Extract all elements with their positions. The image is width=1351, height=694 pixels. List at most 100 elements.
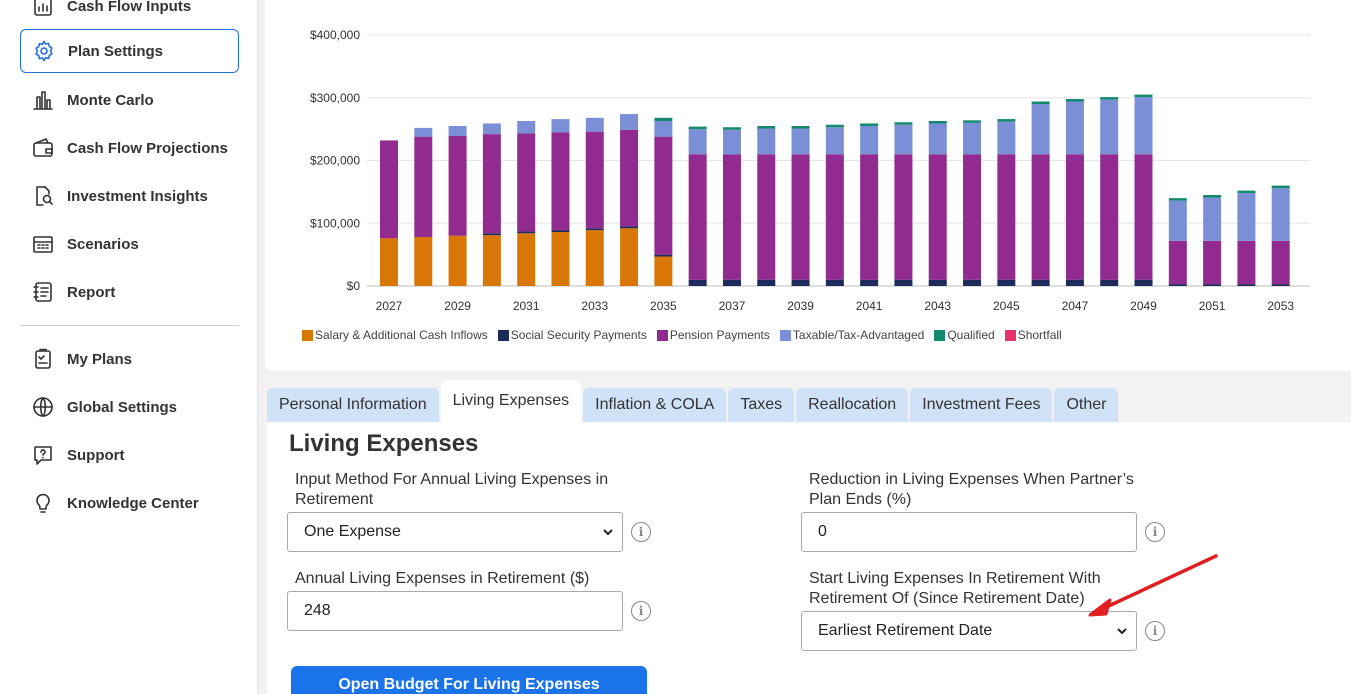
info-icon[interactable]: i [1145,522,1165,542]
input-method-value: One Expense [304,523,401,540]
bar-segment [825,279,844,286]
tab-personal-information[interactable]: Personal Information [267,388,439,422]
tab-taxes[interactable]: Taxes [728,388,795,422]
x-tick-label: 2031 [513,299,540,313]
clipboard-icon [30,346,56,372]
legend-item[interactable]: Taxable/Tax-Advantaged [779,328,924,342]
bar-segment [1100,99,1119,155]
bar-segment [380,238,398,286]
living-expenses-form: Living Expenses Input Method For Annual … [267,422,1351,694]
bar-segment [517,133,536,232]
sidebar-item-label: Global Settings [67,398,178,416]
legend-item[interactable]: Salary & Additional Cash Inflows [302,328,488,342]
bar-segment [928,279,947,286]
bar-segment [688,279,707,286]
bar-segment [757,125,776,129]
legend-item[interactable]: Social Security Payments [497,328,647,342]
input-method-select[interactable]: One Expense [287,512,623,552]
bar-segment [1203,197,1222,241]
annual-expenses-label: Annual Living Expenses in Retirement ($) [295,570,590,587]
sidebar-item-cash-flow-inputs[interactable]: Cash Flow Inputs [20,0,239,28]
open-budget-button[interactable]: Open Budget For Living Expenses [291,666,647,694]
bar-segment [722,127,741,130]
annotation-arrow [1088,554,1218,617]
x-tick-label: 2029 [444,299,471,313]
sidebar-item-support[interactable]: Support [20,433,239,477]
start-expenses-select[interactable]: Earliest Retirement Date [801,611,1137,651]
sidebar-item-monte-carlo[interactable]: Monte Carlo [20,78,239,122]
bar-segment [1203,240,1222,285]
bar-segment [448,136,467,236]
x-tick-label: 2035 [650,299,677,313]
bar-segment [585,228,604,231]
bar-segment [928,123,947,155]
bar-segment [791,279,810,286]
sidebar-item-knowledge-center[interactable]: Knowledge Center [20,481,239,525]
legend-label: Pension Payments [669,328,770,342]
sidebar-item-label: Monte Carlo [67,91,154,109]
bar-segment [414,237,433,286]
legend-swatch [934,329,946,341]
x-tick-label: 2051 [1199,299,1226,313]
info-icon[interactable]: i [631,522,651,542]
bar-segment [963,154,982,280]
bar-segment [1134,154,1153,280]
sidebar-item-plan-settings[interactable]: Plan Settings [20,29,239,73]
bar-segment [688,126,707,130]
bar-segment [482,134,501,234]
bar-segment [654,117,673,121]
bar-segment [1168,198,1187,201]
sidebar-item-investment-insights[interactable]: Investment Insights [20,174,239,218]
sidebar-item-global-settings[interactable]: Global Settings [20,385,239,429]
x-tick-label: 2053 [1267,299,1294,313]
bar-segment [1237,240,1256,285]
start-expenses-value: Earliest Retirement Date [818,622,993,639]
tab-reallocation[interactable]: Reallocation [796,388,909,422]
legend-item[interactable]: Qualified [934,328,995,342]
legend-item[interactable]: Pension Payments [656,328,770,342]
bar-segment [517,231,536,234]
x-tick-label: 2037 [719,299,746,313]
bar-segment [791,128,810,155]
bar-segment [997,119,1016,122]
tab-inflation-cola[interactable]: Inflation & COLA [583,388,727,422]
legend-item[interactable]: Shortfall [1004,328,1062,342]
bar-segment [585,131,604,229]
sidebar-item-my-plans[interactable]: My Plans [20,337,239,381]
tab-investment-fees[interactable]: Investment Fees [910,388,1053,422]
bar-segment [997,279,1016,286]
sidebar-divider [20,325,239,326]
bar-segment [791,154,810,280]
bar-segment [1271,188,1290,241]
bar-segment [825,124,844,128]
tab-living-expenses[interactable]: Living Expenses [440,380,582,422]
x-tick-label: 2045 [993,299,1020,313]
bar-segment [894,279,913,286]
sidebar-item-label: Report [67,283,116,301]
sidebar-item-cash-flow-projections[interactable]: Cash Flow Projections [20,126,239,170]
info-icon[interactable]: i [631,601,651,621]
globe-icon [30,394,56,420]
sidebar-item-scenarios[interactable]: Scenarios [20,222,239,266]
reduction-input[interactable]: 0 [801,512,1137,552]
tab-other[interactable]: Other [1054,388,1119,422]
y-tick-label: $200,000 [310,154,360,168]
x-tick-label: 2047 [1062,299,1089,313]
annual-expenses-input[interactable]: 248 [287,591,623,631]
bar-segment [551,232,570,286]
bar-segment [757,279,776,286]
bar-segment [1168,284,1187,286]
bar-segment [722,279,741,286]
x-tick-label: 2041 [856,299,883,313]
bar-segment [1168,200,1187,241]
chevron-down-icon [603,529,613,536]
info-icon[interactable]: i [1145,621,1165,641]
bar-segment [722,154,741,280]
sidebar-item-label: Knowledge Center [67,494,199,512]
y-tick-label: $400,000 [310,28,360,42]
bar-segment [414,136,433,238]
y-tick-label: $300,000 [310,91,360,105]
sidebar-item-label: Cash Flow Inputs [67,0,192,15]
bar-segment [1237,190,1256,194]
sidebar-item-report[interactable]: Report [20,270,239,314]
